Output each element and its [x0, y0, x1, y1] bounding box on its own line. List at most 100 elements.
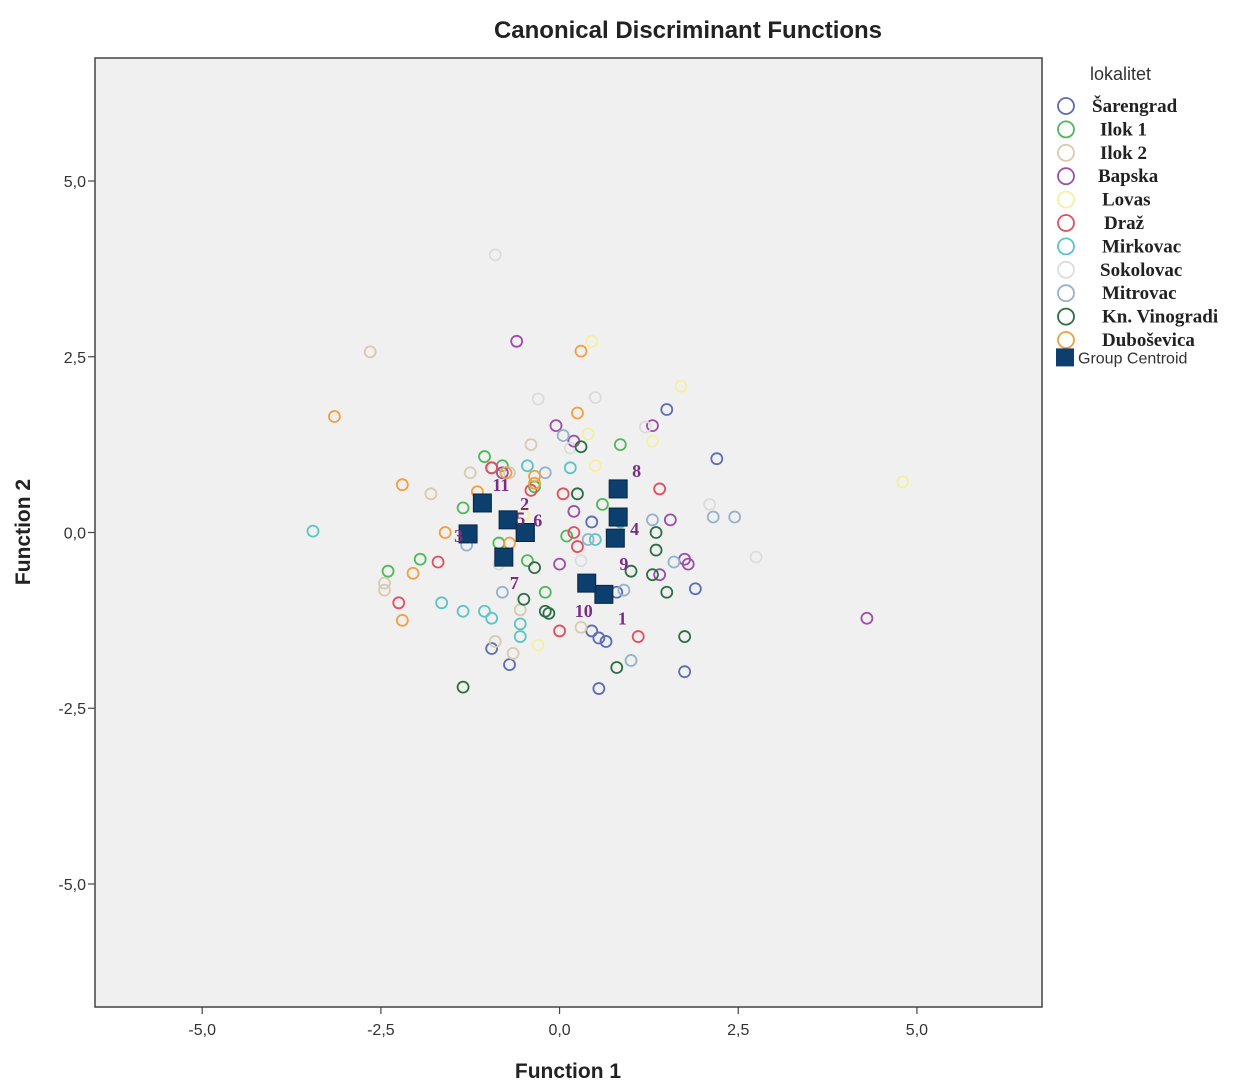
data-points: [306, 248, 910, 695]
legend-label: Bapska: [1098, 166, 1159, 187]
data-point: [574, 554, 588, 568]
legend-marker: [1057, 260, 1075, 279]
data-point: [660, 403, 674, 416]
data-point: [571, 406, 584, 420]
data-point: [528, 476, 541, 490]
data-point: [646, 568, 659, 582]
data-point: [381, 564, 395, 578]
data-point: [456, 501, 470, 515]
legend-label: Duboševica: [1102, 330, 1195, 351]
data-point: [596, 497, 609, 511]
data-point: [488, 248, 502, 262]
group-centroid: [605, 528, 625, 548]
data-point: [485, 461, 499, 475]
legend-marker: [1057, 237, 1075, 256]
data-point: [528, 561, 541, 575]
data-point: [896, 475, 910, 489]
data-point: [495, 585, 509, 599]
data-point: [592, 682, 606, 695]
data-point: [306, 524, 320, 538]
x-tick-label: 5,0: [906, 1022, 928, 1039]
data-point: [574, 344, 588, 358]
data-point: [556, 487, 570, 501]
data-point: [638, 420, 652, 434]
x-axis: -5,0 -2,5 0,0 2,5 5,0: [188, 1007, 928, 1039]
data-point: [524, 483, 538, 497]
data-point: [485, 642, 499, 655]
legend-centroid-label: Group Centroid: [1078, 350, 1187, 367]
data-point: [378, 583, 391, 597]
data-point: [513, 630, 527, 643]
group-centroid: [494, 547, 514, 567]
data-point: [567, 526, 581, 539]
data-point: [574, 621, 588, 634]
data-point: [521, 554, 534, 568]
centroid-label: 3: [454, 526, 463, 546]
data-point: [560, 529, 574, 543]
data-point: [549, 419, 563, 433]
data-point: [588, 459, 602, 473]
data-point: [588, 533, 602, 546]
y-tick-label: -2,5: [58, 701, 86, 718]
data-point: [585, 334, 599, 348]
data-point: [524, 438, 538, 452]
data-point: [517, 592, 531, 606]
data-point: [531, 638, 545, 652]
data-point: [667, 555, 681, 569]
group-centroid: [515, 523, 535, 542]
data-point: [563, 461, 577, 475]
centroid-label: 6: [533, 511, 542, 531]
data-point: [517, 508, 531, 522]
data-point: [395, 613, 409, 627]
data-point: [506, 647, 520, 660]
legend-label: Mitrovac: [1102, 283, 1177, 304]
data-point: [556, 429, 570, 442]
data-point: [538, 585, 552, 599]
centroid-label: 1: [618, 608, 627, 628]
legend-marker: [1057, 167, 1075, 186]
data-point: [649, 543, 663, 557]
group-centroid: [608, 479, 628, 499]
legend-marker: [1057, 143, 1075, 162]
data-point: [538, 604, 552, 618]
data-point: [703, 497, 717, 511]
data-point: [513, 617, 527, 631]
data-point: [646, 419, 659, 433]
legend-label: Kn. Vinogradi: [1102, 307, 1218, 328]
group-centroids: 1 2 3 4 5 6 7 8 9 10 11: [454, 461, 641, 628]
data-point: [663, 513, 677, 527]
data-point: [424, 487, 438, 501]
legend-label: Draž: [1104, 213, 1145, 234]
x-tick-label: -5,0: [188, 1022, 216, 1039]
legend-label: Mirkovac: [1102, 236, 1181, 257]
data-point: [585, 515, 599, 529]
data-point: [706, 510, 720, 524]
data-point: [574, 440, 588, 454]
x-axis-label: Function 1: [515, 1060, 621, 1080]
data-point: [328, 410, 341, 423]
legend-label: Ilok 2: [1100, 143, 1147, 164]
data-point: [553, 557, 566, 571]
data-point: [581, 427, 595, 441]
data-point: [413, 552, 427, 566]
y-tick-label: 0,0: [64, 526, 86, 543]
data-point: [456, 680, 470, 694]
data-point: [363, 345, 377, 359]
data-point: [456, 604, 470, 618]
data-point: [599, 635, 613, 648]
group-centroid: [577, 573, 597, 593]
data-point: [649, 526, 663, 539]
data-point: [653, 482, 667, 496]
data-point: [631, 630, 645, 643]
data-point: [503, 658, 516, 672]
group-centroid: [458, 524, 478, 544]
y-tick-label: -5,0: [58, 877, 86, 894]
data-point: [728, 510, 742, 524]
centroid-label: 5: [516, 509, 525, 529]
centroid-label: 4: [630, 519, 639, 539]
data-point: [521, 459, 534, 473]
data-point: [531, 392, 545, 406]
group-centroid: [472, 493, 492, 513]
centroid-label: 11: [492, 475, 509, 495]
